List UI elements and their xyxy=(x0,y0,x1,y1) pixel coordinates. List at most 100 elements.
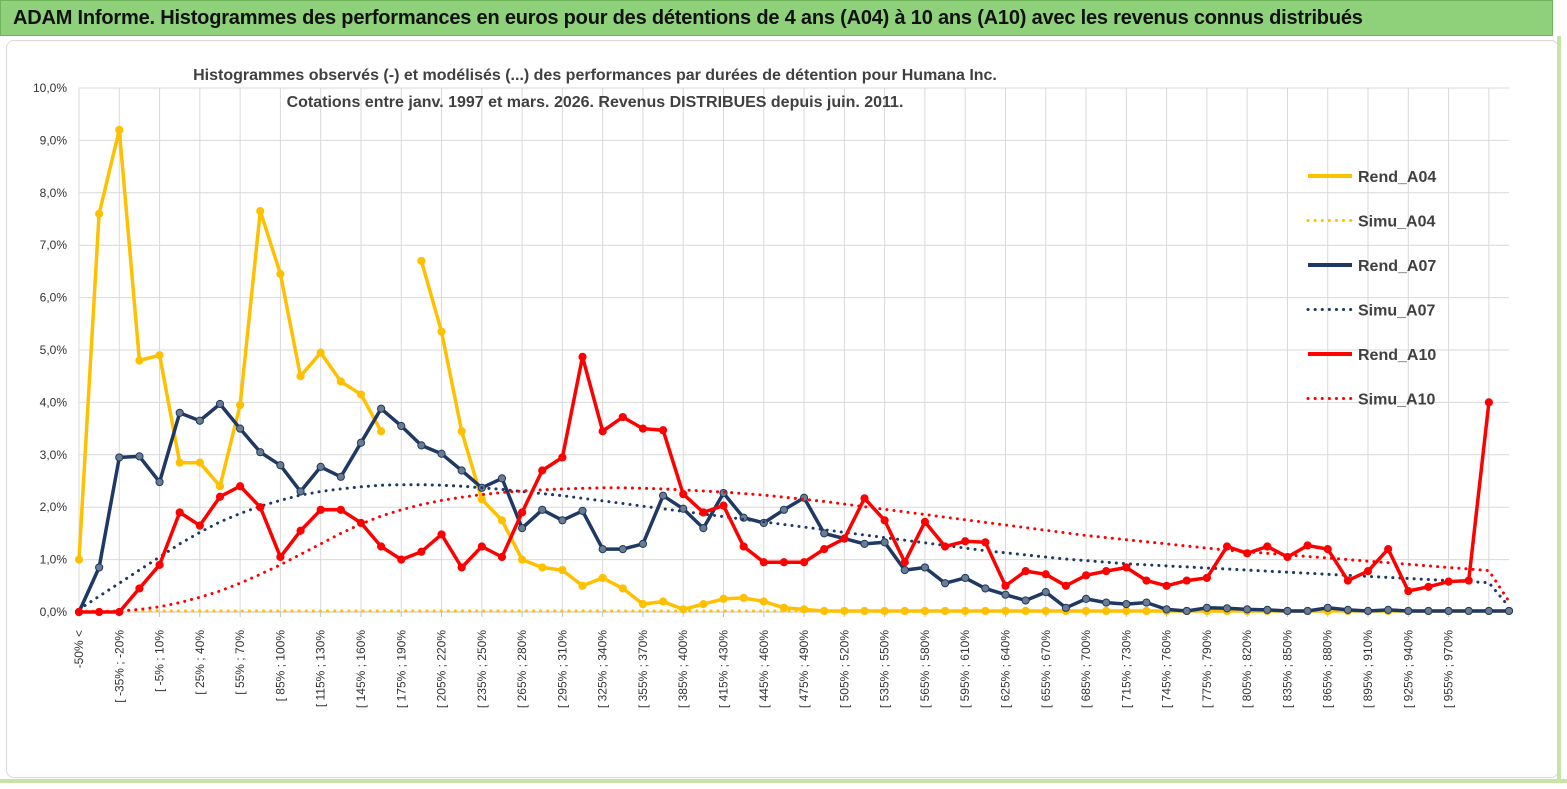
data-point-Rend_A04 xyxy=(236,400,245,410)
data-point-Rend_A07 xyxy=(1041,587,1050,597)
data-point-Rend_A10 xyxy=(598,427,607,436)
data-point-Rend_A10 xyxy=(316,505,325,514)
data-point-Rend_A07 xyxy=(658,491,668,500)
x-tick-label: [ 895% ; 910% xyxy=(1361,630,1375,708)
data-point-Rend_A07 xyxy=(900,565,909,575)
data-point-Rend_A07 xyxy=(276,461,285,470)
x-tick-label: [ 775% ; 790% xyxy=(1200,630,1214,708)
data-point-Rend_A07 xyxy=(437,449,446,458)
y-tick-label: 3,0% xyxy=(40,448,68,462)
series-lines xyxy=(74,125,1514,617)
data-point-Rend_A07 xyxy=(699,524,708,533)
data-point-Rend_A07 xyxy=(961,573,970,583)
x-tick-label: [ 625% ; 640% xyxy=(998,630,1012,708)
data-point-Rend_A07 xyxy=(296,487,305,496)
x-tick-label: [ 925% ; 940% xyxy=(1401,630,1415,708)
data-point-Rend_A10 xyxy=(538,466,547,475)
data-point-Rend_A10 xyxy=(215,492,225,501)
data-point-Rend_A04 xyxy=(296,372,305,381)
data-point-Rend_A04 xyxy=(356,390,366,399)
data-point-Rend_A07 xyxy=(215,399,225,409)
right-border-rule xyxy=(1557,36,1561,781)
data-point-Rend_A10 xyxy=(1464,576,1473,585)
data-point-Rend_A10 xyxy=(195,521,204,530)
chart-legend: Rend_A04 Simu_A04 Rend_A07 Simu_A07 Rend_A10… xyxy=(1306,169,1436,409)
data-point-Rend_A07 xyxy=(175,408,184,417)
data-point-Rend_A04 xyxy=(175,458,184,467)
series-Simu_A10 xyxy=(77,486,1511,614)
data-point-Rend_A10 xyxy=(578,352,587,361)
data-point-Rend_A07 xyxy=(679,504,688,513)
data-point-Rend_A07 xyxy=(578,506,587,515)
data-point-Rend_A07 xyxy=(1323,603,1332,612)
data-point-Rend_A04 xyxy=(377,427,386,436)
x-tick-label: [ 685% ; 700% xyxy=(1079,630,1093,708)
series-line-Rend_A07 xyxy=(77,402,1509,613)
data-point-Rend_A10 xyxy=(1384,545,1393,554)
x-tick-label: [ 85% ; 100% xyxy=(273,630,287,702)
x-tick-label: [ -5% ; 10% xyxy=(153,630,167,692)
data-point-Rend_A10 xyxy=(417,547,426,556)
data-point-Rend_A07 xyxy=(1243,605,1252,614)
data-point-Rend_A07 xyxy=(377,404,386,413)
series-line-Rend_A10 xyxy=(79,355,1491,614)
y-tick-label: 5,0% xyxy=(40,343,68,357)
data-point-Rend_A07 xyxy=(155,477,164,487)
data-point-Rend_A10 xyxy=(920,517,930,526)
y-tick-label: 4,0% xyxy=(40,395,68,409)
data-point-Rend_A07 xyxy=(598,545,607,554)
y-tick-label: 2,0% xyxy=(40,500,68,514)
x-tick-label: [ 415% ; 430% xyxy=(717,630,731,708)
data-point-Rend_A07 xyxy=(1102,598,1111,607)
data-point-Rend_A10 xyxy=(779,558,789,567)
x-tick-label: [ 535% ; 550% xyxy=(878,630,892,708)
x-axis: -50% < [ -35% ; -20% [ -5% ; 10% [ 25% ; 40… xyxy=(72,611,1509,708)
x-tick-label: [ 355% ; 370% xyxy=(636,630,650,708)
data-point-Rend_A10 xyxy=(477,542,486,551)
data-point-Rend_A10 xyxy=(558,453,567,462)
data-point-Rend_A04 xyxy=(215,482,225,491)
data-point-Rend_A10 xyxy=(1102,567,1111,576)
data-point-Rend_A04 xyxy=(739,593,748,602)
data-point-Rend_A07 xyxy=(1484,606,1493,616)
data-point-Rend_A10 xyxy=(1343,576,1352,585)
data-point-Rend_A04 xyxy=(155,351,164,360)
legend-label: Simu_A07 xyxy=(1358,303,1435,320)
data-point-Rend_A04 xyxy=(517,555,527,564)
report-banner: ADAM Informe. Histogrammes des performan… xyxy=(0,0,1553,36)
data-point-Rend_A04 xyxy=(578,581,587,590)
data-point-Rend_A04 xyxy=(417,256,426,266)
data-point-Rend_A07 xyxy=(1424,606,1433,616)
data-point-Rend_A10 xyxy=(1061,581,1071,590)
data-point-Rend_A07 xyxy=(135,452,144,461)
data-point-Rend_A10 xyxy=(397,555,406,564)
data-point-Rend_A10 xyxy=(1404,586,1413,596)
data-point-Rend_A07 xyxy=(397,421,406,431)
data-point-Rend_A04 xyxy=(638,600,648,609)
data-point-Rend_A10 xyxy=(719,501,728,510)
data-point-Rend_A07 xyxy=(558,516,567,525)
data-point-Rend_A10 xyxy=(296,526,305,535)
data-point-Rend_A10 xyxy=(900,558,909,567)
data-point-Rend_A07 xyxy=(1444,606,1453,616)
data-point-Rend_A07 xyxy=(517,524,527,533)
x-tick-label: [ 445% ; 460% xyxy=(757,630,771,708)
data-point-Rend_A04 xyxy=(719,594,728,604)
x-tick-label: [ 835% ; 850% xyxy=(1280,630,1294,708)
report-banner-title: ADAM Informe. Histogrammes des performan… xyxy=(13,7,1363,29)
data-point-Rend_A07 xyxy=(1263,605,1272,615)
bottom-border-rule xyxy=(0,779,1567,783)
data-point-Rend_A04 xyxy=(115,125,124,135)
data-point-Rend_A10 xyxy=(517,508,527,517)
data-point-Rend_A04 xyxy=(74,555,84,564)
data-point-Rend_A10 xyxy=(739,542,748,551)
data-point-Rend_A04 xyxy=(477,495,486,504)
data-point-Rend_A07 xyxy=(1303,606,1312,616)
data-point-Rend_A10 xyxy=(840,534,849,543)
data-point-Rend_A07 xyxy=(1001,590,1010,599)
data-point-Rend_A07 xyxy=(115,453,124,462)
series-line-Rend_A04 xyxy=(77,128,383,560)
data-point-Rend_A10 xyxy=(699,508,708,517)
data-point-Rend_A07 xyxy=(618,545,627,554)
data-point-Rend_A07 xyxy=(1363,606,1373,616)
